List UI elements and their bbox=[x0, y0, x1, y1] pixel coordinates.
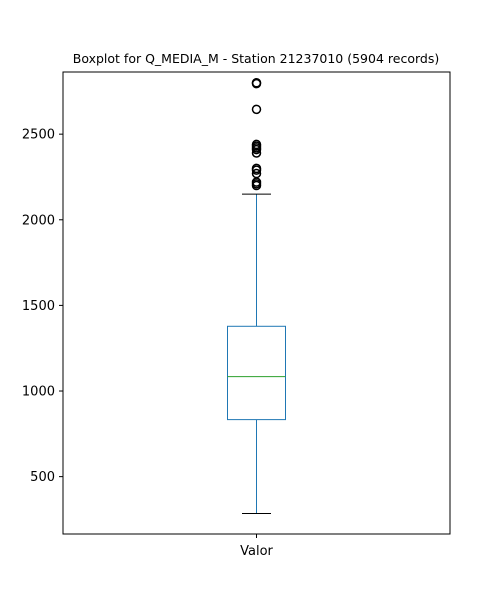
y-tick-label: 1000 bbox=[22, 385, 55, 400]
y-tick-label: 2500 bbox=[22, 128, 55, 143]
outlier-point bbox=[251, 104, 262, 115]
x-tick-label: Valor bbox=[240, 544, 273, 559]
x-axis: Valor bbox=[240, 534, 274, 559]
outlier-point bbox=[251, 78, 262, 88]
y-tick-label: 1500 bbox=[22, 299, 55, 314]
y-tick-label: 2000 bbox=[22, 213, 55, 228]
y-axis: 500 1000 1500 2000 2500 bbox=[22, 128, 63, 485]
outlier-point bbox=[251, 139, 262, 150]
y-tick-label: 500 bbox=[30, 470, 55, 485]
boxplot-series bbox=[227, 78, 286, 514]
outlier-point bbox=[251, 168, 262, 179]
interquartile-box bbox=[227, 325, 286, 421]
chart-title: Boxplot for Q_MEDIA_M - Station 21237010… bbox=[73, 51, 439, 66]
outlier-point bbox=[251, 163, 262, 174]
